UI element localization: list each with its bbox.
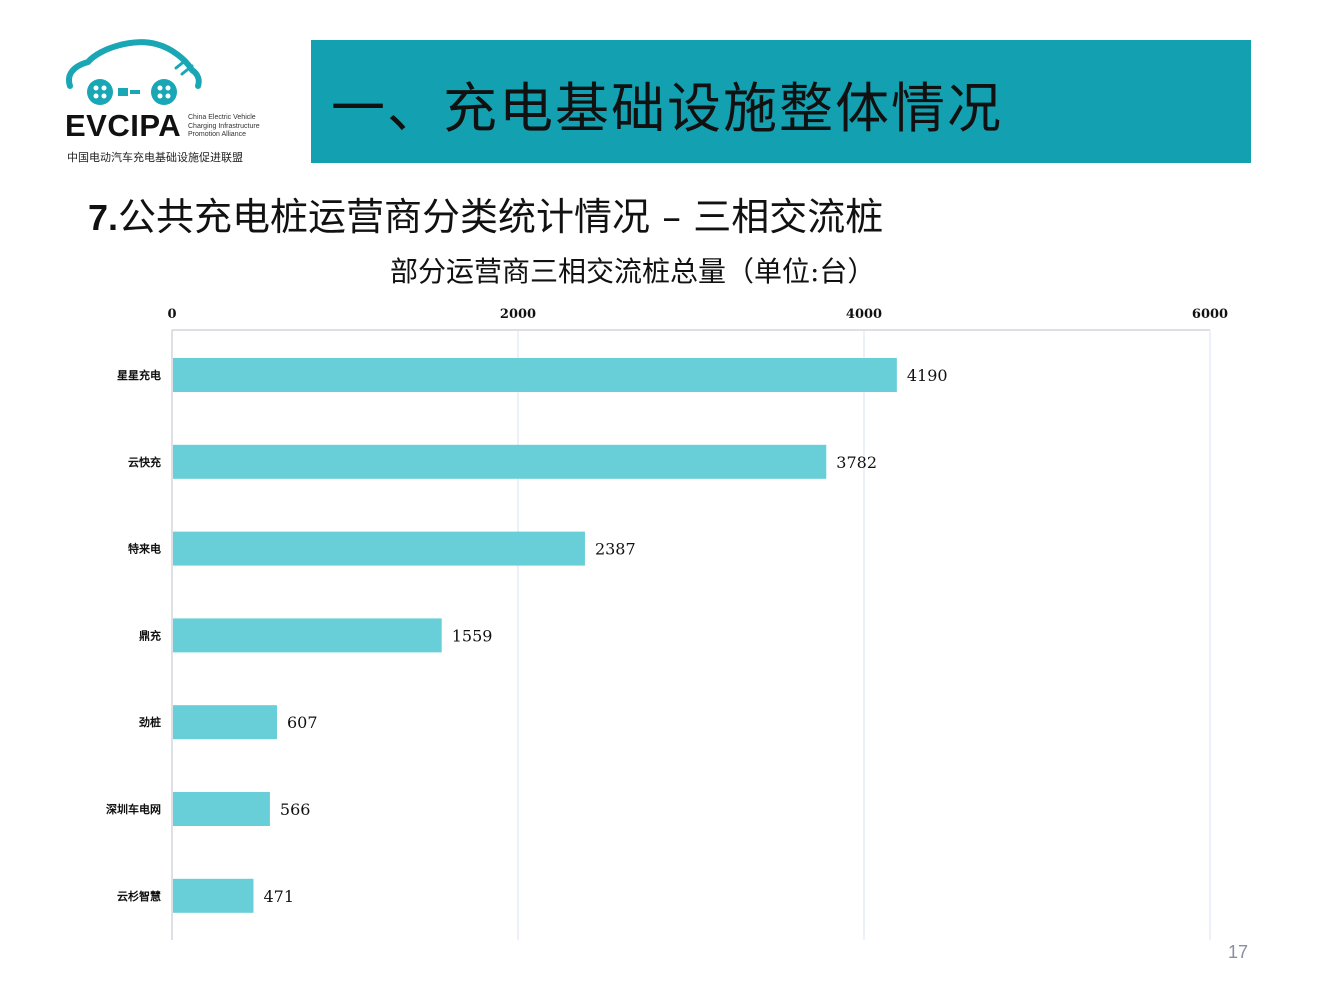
data-label: 566 (280, 800, 311, 819)
category-label: 云杉智慧 (117, 889, 161, 903)
category-label: 星星充电 (117, 368, 161, 382)
logo-english-name: China Electric Vehicle Charging Infrastr… (188, 114, 260, 138)
data-label: 4190 (907, 366, 948, 385)
bar (173, 358, 897, 392)
section-title: 7.公共充电桩运营商分类统计情况 – 三相交流桩 (88, 186, 883, 241)
x-tick-label: 4000 (846, 307, 882, 322)
data-label: 471 (263, 887, 294, 906)
header-banner: 一、充电基础设施整体情况 (311, 40, 1251, 163)
chart-title: 部分运营商三相交流桩总量（单位:台） (390, 255, 876, 288)
page-number: 17 (1228, 942, 1249, 962)
category-label: 深圳车电网 (106, 802, 161, 816)
bar (173, 792, 270, 826)
x-tick-label: 2000 (500, 307, 536, 322)
data-label: 607 (287, 713, 318, 732)
section-number: 7. (88, 197, 119, 238)
bar (173, 618, 442, 653)
category-label: 特来电 (128, 542, 161, 556)
data-label: 2387 (595, 540, 636, 559)
banner-title: 一、充电基础设施整体情况 (331, 77, 1003, 140)
section-title-text: 公共充电桩运营商分类统计情况 – 三相交流桩 (118, 195, 884, 239)
data-label: 3782 (836, 453, 877, 472)
bar (173, 444, 827, 479)
x-tick-label: 6000 (1192, 307, 1228, 322)
category-label: 劲桩 (139, 715, 161, 729)
x-tick-label: 0 (167, 307, 176, 322)
bar (173, 531, 585, 566)
logo-wordmark: EVCIPA (65, 108, 182, 143)
bar (173, 705, 278, 740)
bar (173, 878, 254, 913)
category-label: 鼎充 (139, 628, 161, 642)
logo-chinese-name: 中国电动汽车充电基础设施促进联盟 (67, 151, 243, 164)
evcipa-logo: EVCIPA China Electric Vehicle Charging I… (62, 38, 277, 168)
data-label: 1559 (452, 626, 493, 645)
category-label: 云快充 (128, 455, 161, 469)
ev-car-logo-icon (66, 39, 202, 105)
